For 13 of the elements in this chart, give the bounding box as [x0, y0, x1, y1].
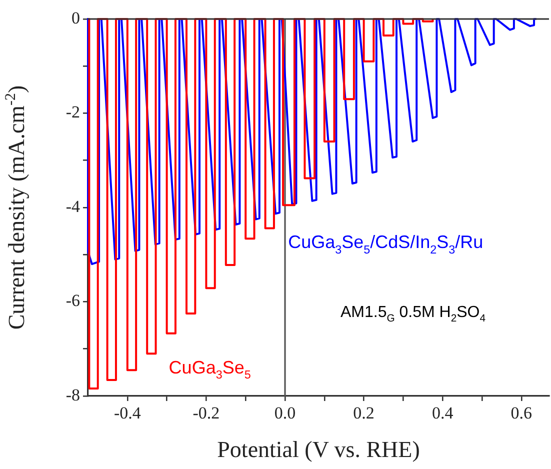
y-tick-label: -6 [66, 291, 80, 310]
x-tick-label: -0.4 [114, 404, 142, 423]
x-tick-label: 0.4 [432, 404, 454, 423]
y-tick-label: 0 [72, 8, 80, 28]
y-tick-label: -8 [66, 385, 80, 404]
x-tick-label: 0.6 [510, 404, 532, 423]
x-tick-label: -0.2 [192, 404, 220, 423]
y-tick-label: -4 [66, 196, 80, 216]
x-tick-label: 0.2 [353, 404, 374, 423]
y-tick-label: -2 [66, 102, 80, 122]
x-tick-label: 0.0 [274, 404, 296, 423]
y-axis-title: Current density (mA.cm-2) [2, 85, 29, 330]
x-axis-title: Potential (V vs. RHE) [217, 437, 420, 462]
